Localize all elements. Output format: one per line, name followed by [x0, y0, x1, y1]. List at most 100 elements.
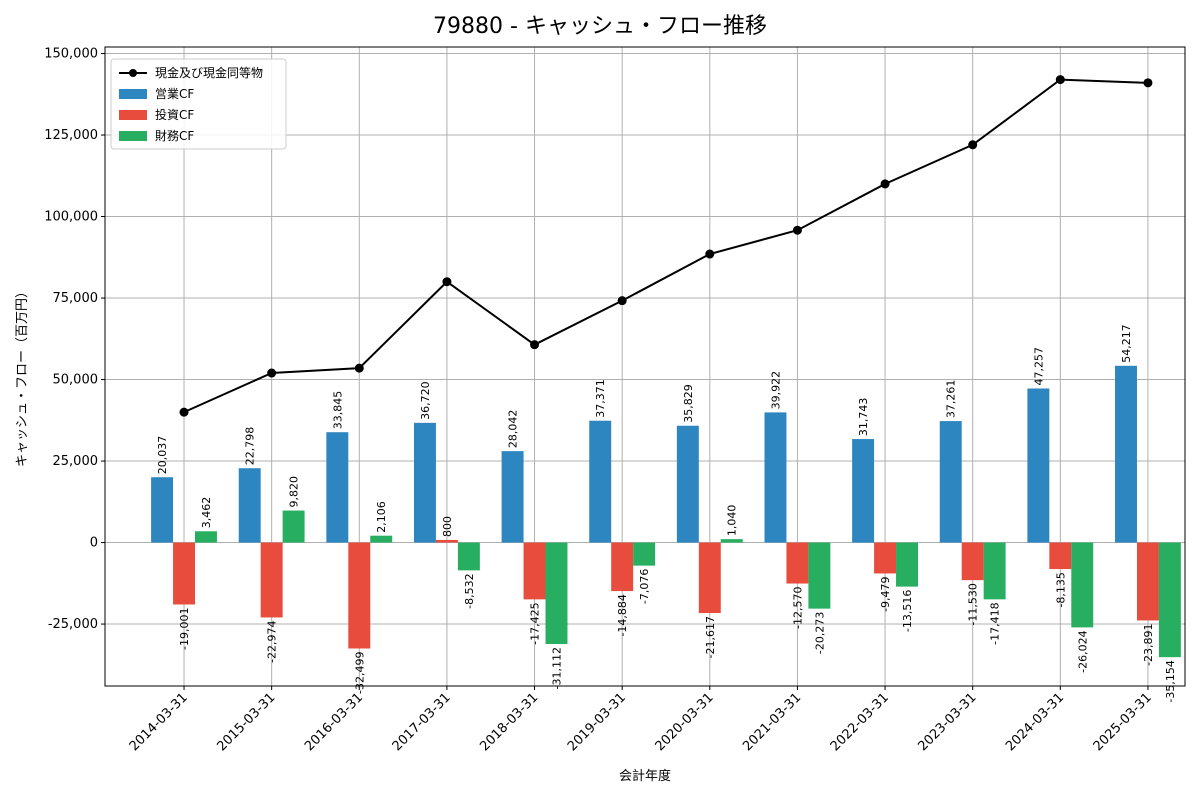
bar-operating	[589, 420, 612, 543]
bar-data-label: -21,617	[704, 616, 717, 658]
x-tick-label: 2024-03-31	[1003, 690, 1067, 754]
bar-data-label: -19,001	[178, 607, 191, 649]
plot-frame	[104, 46, 1186, 687]
bar-operating	[238, 468, 261, 543]
bar-data-label: -11,530	[967, 583, 980, 625]
x-axis: 2014-03-31 2015-03-31 2016-03-31 2017-03-31…	[127, 686, 1155, 754]
x-tick-label: 2019-03-31	[565, 690, 629, 754]
bar-data-label: -26,024	[1076, 630, 1089, 672]
cash-line-point	[880, 179, 890, 189]
bar-data-label: -31,112	[550, 647, 563, 689]
bar-financing	[896, 542, 918, 587]
bar-data-label: 1,040	[726, 505, 739, 537]
bar-financing	[1158, 542, 1181, 658]
bar-financing	[545, 542, 568, 644]
cash-line-point	[442, 277, 452, 287]
bar-financing	[1071, 542, 1094, 628]
bar-investing	[260, 542, 283, 618]
bar-data-label: -8,135	[1054, 572, 1067, 607]
bar-data-label: 31,743	[857, 398, 870, 437]
y-tick-label: 100,000	[44, 210, 98, 225]
bar-investing	[435, 539, 458, 543]
x-tick-label: 2015-03-31	[214, 690, 278, 754]
bar-financing	[983, 542, 1006, 600]
x-tick-label: 2021-03-31	[740, 690, 804, 754]
bar-data-label: -9,479	[879, 576, 892, 611]
bar-data-label: 47,257	[1032, 347, 1045, 386]
bar-data-label: -7,076	[638, 569, 651, 604]
bar-data-label: -8,532	[463, 573, 476, 608]
cash-line-point	[530, 340, 540, 350]
cash-line	[179, 75, 1153, 417]
x-tick-label: 2023-03-31	[915, 690, 979, 754]
chart-title: 79880 - キャッシュ・フロー推移	[433, 14, 767, 39]
legend-bar-swatch	[119, 110, 147, 120]
legend-bar-swatch	[119, 89, 147, 99]
legend-line-marker	[129, 69, 137, 77]
bar-data-label: 22,798	[244, 427, 257, 466]
x-tick-label: 2018-03-31	[477, 690, 541, 754]
bar-financing	[195, 531, 217, 543]
bar-data-label: 2,106	[375, 501, 388, 533]
bar-operating	[764, 412, 787, 543]
bars	[151, 365, 1181, 658]
bar-financing	[457, 542, 480, 571]
legend-entry-label: 投資CF	[155, 107, 194, 122]
bar-data-label: 36,720	[419, 381, 432, 420]
x-tick-label: 2022-03-31	[828, 690, 892, 754]
y-axis-label: キャッシュ・フロー（百万円）	[15, 285, 30, 467]
bar-operating	[676, 425, 699, 543]
bar-investing	[786, 542, 809, 584]
cash-line-point	[968, 140, 978, 150]
y-axis: -25,000 0 25,000 50,000 75,000 100,000 125,000…	[44, 47, 105, 632]
bar-data-label: -20,273	[813, 612, 826, 654]
bar-operating	[326, 432, 349, 543]
bar-data-label: 33,845	[331, 391, 344, 430]
bar-financing	[282, 510, 305, 543]
cash-line-point	[1055, 75, 1065, 85]
cash-line-point	[354, 363, 364, 373]
bar-financing	[808, 542, 831, 609]
x-tick-label: 2014-03-31	[127, 690, 191, 754]
cash-line-point	[705, 249, 715, 259]
bar-data-label: -13,516	[901, 590, 914, 632]
x-axis-label: 会計年度	[619, 768, 671, 784]
bar-data-label: -23,891	[1142, 623, 1155, 665]
bar-investing	[173, 542, 195, 605]
bar-investing	[874, 542, 897, 574]
bar-investing	[523, 542, 546, 600]
bar-operating	[413, 422, 436, 543]
bar-data-label: -35,154	[1164, 660, 1177, 702]
bar-data-label: -32,499	[353, 652, 366, 694]
legend-entry-label: 現金及び現金同等物	[155, 65, 263, 80]
bar-financing	[370, 535, 393, 543]
bar-data-label: 9,820	[288, 476, 301, 508]
cash-line-point	[179, 407, 189, 417]
bar-data-label: 35,829	[682, 384, 695, 423]
bar-operating	[501, 451, 524, 543]
data-labels: 20,037 22,798 33,845 36,720 28,042 37,371 35,8…	[156, 324, 1177, 702]
bar-investing	[1049, 542, 1072, 570]
bar-investing	[698, 542, 721, 614]
x-tick-label: 2020-03-31	[653, 690, 717, 754]
x-tick-label: 2017-03-31	[390, 690, 454, 754]
y-tick-label: 125,000	[44, 128, 98, 143]
y-tick-label: 50,000	[53, 373, 99, 388]
bar-data-label: 28,042	[507, 410, 520, 449]
bar-data-label: 37,261	[945, 380, 958, 419]
cash-line-point	[617, 296, 627, 306]
cash-line-point	[792, 225, 802, 235]
bar-investing	[1136, 542, 1159, 621]
bar-financing	[633, 542, 656, 566]
bar-data-label: 800	[441, 516, 454, 537]
bar-data-label: 54,217	[1120, 324, 1133, 363]
y-tick-label: 150,000	[44, 47, 98, 62]
bar-data-label: 39,922	[769, 371, 782, 410]
x-tick-label: 2025-03-31	[1091, 690, 1155, 754]
y-tick-label: -25,000	[48, 617, 98, 632]
cash-line-path	[183, 78, 1148, 414]
legend-entry-label: 財務CF	[155, 128, 194, 143]
bar-data-label: 20,037	[156, 436, 169, 475]
